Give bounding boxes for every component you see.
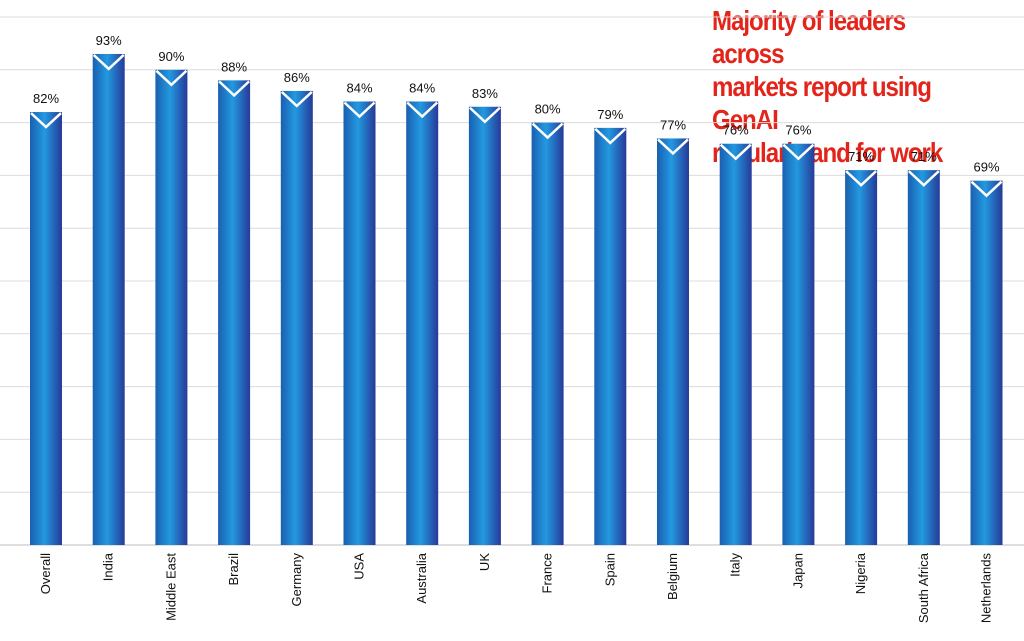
bar <box>280 90 313 546</box>
bar <box>657 138 689 545</box>
bar-top-marker <box>218 80 250 98</box>
category-label: India <box>101 552 116 581</box>
value-label: 82% <box>33 91 59 106</box>
bar <box>92 53 125 546</box>
value-label: 80% <box>535 102 561 117</box>
bar <box>468 106 501 545</box>
value-label: 79% <box>597 107 623 122</box>
bar-top-marker <box>343 101 376 119</box>
category-label: Belgium <box>665 553 680 600</box>
chart-title: Majority of leaders across markets repor… <box>712 5 943 168</box>
bar-top-marker <box>406 101 439 119</box>
category-label: South Africa <box>916 552 931 623</box>
category-label: Nigeria <box>853 552 868 594</box>
bar <box>30 112 62 545</box>
bar-top-marker <box>531 122 564 140</box>
value-label: 71% <box>911 149 937 164</box>
value-label: 83% <box>472 86 498 101</box>
bar <box>719 143 752 545</box>
category-label: France <box>540 553 555 593</box>
category-label: Middle East <box>163 553 178 621</box>
category-label: Japan <box>790 553 805 588</box>
value-label: 84% <box>346 80 372 95</box>
category-label: Australia <box>414 552 429 603</box>
category-label: Germany <box>289 553 304 607</box>
category-labels: Overall India Middle East Brazil Germany USA A… <box>38 552 994 623</box>
bar-top-marker <box>155 69 188 87</box>
bar <box>218 80 251 546</box>
bar-top-marker <box>845 170 877 187</box>
value-label: 88% <box>221 59 247 74</box>
bar-top-marker <box>657 138 689 156</box>
category-label: UK <box>477 553 492 571</box>
bar <box>907 170 940 545</box>
bar-top-marker <box>30 112 62 129</box>
category-label: Overall <box>38 553 53 594</box>
category-label: Italy <box>728 553 743 577</box>
bar-top-marker <box>92 54 125 71</box>
category-label: USA <box>352 553 367 580</box>
bar <box>406 101 439 545</box>
bar-top-marker <box>280 91 313 108</box>
bar <box>970 180 1003 545</box>
bar-top-marker <box>469 106 501 124</box>
bars <box>30 53 1003 546</box>
value-label: 90% <box>158 49 184 64</box>
value-label: 69% <box>973 160 999 175</box>
category-label: Spain <box>602 553 617 586</box>
value-label: 77% <box>660 117 686 132</box>
bar <box>343 101 376 545</box>
bar <box>531 122 564 545</box>
bar <box>155 69 188 546</box>
bar-top-marker <box>907 170 940 187</box>
value-label: 76% <box>785 123 811 138</box>
category-label: Netherlands <box>979 553 994 624</box>
bar-top-marker <box>970 180 1003 198</box>
value-label: 76% <box>723 123 749 138</box>
bar <box>782 143 815 545</box>
category-label: Brazil <box>226 553 241 586</box>
bar-top-marker <box>719 143 752 161</box>
value-labels: 82% 93% 90% 88% 86% 84% 84% 83% 80% 79% 77% 76% 76% 7… <box>33 33 1000 175</box>
value-label: 84% <box>409 80 435 95</box>
value-label: 86% <box>284 70 310 85</box>
bar-top-marker <box>594 127 627 145</box>
bar-top-marker <box>782 143 815 161</box>
value-label: 93% <box>96 33 122 48</box>
bar <box>594 127 627 545</box>
bar <box>845 170 878 545</box>
value-label: 71% <box>848 149 874 164</box>
